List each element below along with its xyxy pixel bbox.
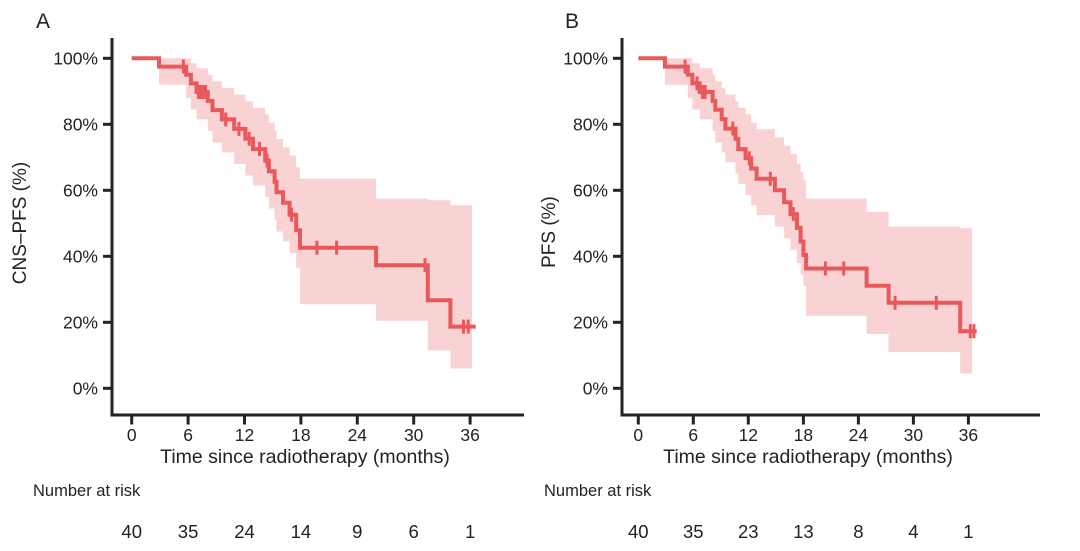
x-tick-label: 30 <box>904 425 924 445</box>
risk-count: 35 <box>178 521 199 542</box>
plot-a: 100% 80% 60% 40% 20% 0% 0 6 12 18 24 30 36 40 35 24 14 9 6… <box>53 38 524 542</box>
y-tick-label: 60% <box>573 180 608 200</box>
risk-count: 8 <box>853 521 863 542</box>
survival-curve <box>131 56 476 329</box>
risk-table-label-b: Number at risk <box>544 482 652 500</box>
x-tick-label: 36 <box>959 425 978 445</box>
x-axis-title-b: Time since radiotherapy (months) <box>663 446 953 468</box>
y-tick-label: 60% <box>63 180 98 200</box>
y-tick-label: 20% <box>63 312 98 332</box>
y-tick-label: 40% <box>573 246 608 266</box>
x-tick-label: 6 <box>688 425 698 445</box>
confidence-band <box>664 58 973 374</box>
panel-b: B PFS (%) 100% 80% 60% 40% 20% 0% 0 6 12 18 24 30 36… <box>539 0 1080 551</box>
x-tick-label: 36 <box>460 425 479 445</box>
risk-count: 23 <box>738 521 759 542</box>
risk-count: 1 <box>465 521 475 542</box>
x-tick-label: 24 <box>849 425 869 445</box>
risk-table-label-a: Number at risk <box>33 482 141 500</box>
y-tick-label: 80% <box>63 114 98 134</box>
panel-b-letter: B <box>565 10 580 33</box>
x-tick-label: 24 <box>348 425 368 445</box>
x-tick-label: 18 <box>291 425 310 445</box>
x-tick-label: 12 <box>235 425 254 445</box>
risk-count: 9 <box>352 521 362 542</box>
y-tick-label: 100% <box>53 48 98 68</box>
risk-count: 13 <box>793 521 814 542</box>
panel-a-letter: A <box>36 10 51 33</box>
x-axis-title-a: Time since radiotherapy (months) <box>160 446 450 468</box>
risk-count: 1 <box>963 521 973 542</box>
x-tick-label: 0 <box>127 425 137 445</box>
y-tick-label: 0% <box>73 378 98 398</box>
y-tick-label: 80% <box>573 114 608 134</box>
risk-count: 6 <box>409 521 419 542</box>
y-tick-label: 40% <box>63 246 98 266</box>
x-tick-label: 6 <box>183 425 193 445</box>
risk-count: 24 <box>234 521 255 542</box>
confidence-band <box>159 58 472 369</box>
x-tick-label: 30 <box>404 425 424 445</box>
plot-b: 100% 80% 60% 40% 20% 0% 0 6 12 18 24 30 36 40 35 23 13 8 4… <box>563 38 1040 542</box>
risk-count: 40 <box>121 521 142 542</box>
y-tick-label: 100% <box>563 48 608 68</box>
x-tick-label: 0 <box>633 425 643 445</box>
x-tick-label: 12 <box>739 425 758 445</box>
risk-count: 40 <box>628 521 649 542</box>
risk-count: 35 <box>683 521 704 542</box>
risk-count: 14 <box>291 521 312 542</box>
y-tick-label: 0% <box>583 378 608 398</box>
x-tick-label: 18 <box>794 425 813 445</box>
panel-a: A CNS–PFS (%) 100% 80% 60% 40% 20% 0% 0 6 12 18 24… <box>10 10 524 542</box>
y-tick-label: 20% <box>573 312 608 332</box>
survival-curve <box>638 56 977 334</box>
risk-count: 4 <box>908 521 918 542</box>
